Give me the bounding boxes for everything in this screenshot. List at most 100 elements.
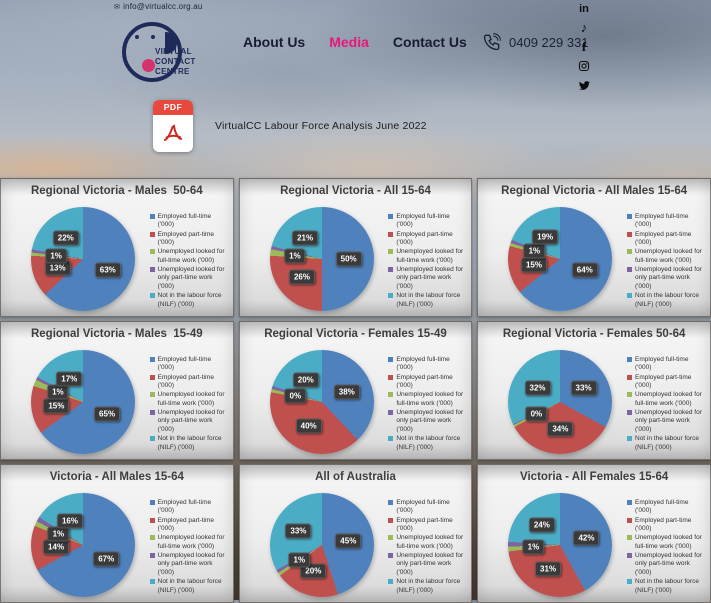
chart-title: All of Australia xyxy=(315,471,396,483)
chart-card: Regional Victoria - All Males 15-64 64% 15… xyxy=(477,178,711,317)
chart-legend: Employed full-time ('000) Employed part-t… xyxy=(388,499,464,595)
facebook-icon[interactable]: f xyxy=(581,38,587,54)
email-link[interactable]: ✉ info@virtualcc.org.au xyxy=(114,2,203,11)
legend-bullet xyxy=(627,517,632,523)
legend-item: Employed full-time ('000) xyxy=(149,356,226,373)
legend-item: Not in the labour force (NILF) ('000) xyxy=(627,292,703,309)
chart-legend: Employed full-time ('000) Employed part-t… xyxy=(388,356,464,452)
legend-item: Not in the labour force (NILF) ('000) xyxy=(388,292,464,309)
legend-label: Unemployed looked for full-time work ('0… xyxy=(157,248,225,264)
legend-bullet xyxy=(627,500,632,505)
phone-link[interactable]: 0409 229 331 xyxy=(482,32,589,52)
legend-bullet xyxy=(388,374,394,380)
legend-bullet xyxy=(388,553,394,559)
legend-item: Unemployed looked for only part-time wor… xyxy=(627,409,703,434)
slice-label: 67% xyxy=(93,551,120,567)
legend-item: Not in the labour force (NILF) ('000) xyxy=(627,435,703,452)
slice-label: 15% xyxy=(520,257,547,273)
chart-legend: Employed full-time ('000) Employed part-t… xyxy=(149,356,226,452)
legend-bullet xyxy=(388,249,394,255)
legend-item: Unemployed looked for full-time work ('0… xyxy=(388,248,464,265)
legend-bullet xyxy=(627,436,632,442)
legend-item: Employed part-time ('000) xyxy=(149,230,226,248)
nav-media[interactable]: Media xyxy=(329,34,369,50)
legend-bullet xyxy=(149,410,155,416)
slice-label: 21% xyxy=(292,230,319,246)
legend-label: Unemployed looked for only part-time wor… xyxy=(157,552,225,576)
chart-title: Regional Victoria - Males 15-49 xyxy=(30,328,203,340)
legend-label: Employed part-time ('000) xyxy=(157,516,215,533)
legend-item: Unemployed looked for full-time work ('0… xyxy=(627,391,703,408)
tiktok-icon[interactable]: ♪ xyxy=(580,20,588,35)
legend-item: Unemployed looked for only part-time wor… xyxy=(627,266,703,291)
slice-label: 42% xyxy=(573,530,600,546)
slice-label: 64% xyxy=(571,262,598,278)
legend-item: Employed part-time ('000) xyxy=(627,374,703,391)
logo[interactable]: VIRTUAL CONTACT CENTRE xyxy=(118,18,228,100)
chart-title: Regional Victoria - Females 50-64 xyxy=(502,328,686,340)
legend-label: Employed part-time ('000) xyxy=(635,373,692,390)
chart-card: Regional Victoria - Females 50-64 33% 34% 0… xyxy=(477,321,711,460)
twitter-icon[interactable] xyxy=(577,78,591,91)
legend-item: Not in the labour force (NILF) ('000) xyxy=(149,435,226,452)
legend-bullet xyxy=(388,579,394,585)
legend-bullet xyxy=(627,374,632,380)
slice-label: 1% xyxy=(522,539,545,555)
legend-bullet xyxy=(149,535,155,541)
nav-contact-us[interactable]: Contact Us xyxy=(392,34,467,50)
legend-item: Employed full-time ('000) xyxy=(388,499,464,516)
legend-label: Employed full-time ('000) xyxy=(635,356,689,372)
legend-label: Employed part-time ('000) xyxy=(635,516,692,533)
legend-item: Unemployed looked for only part-time wor… xyxy=(149,552,226,577)
legend-bullet xyxy=(627,249,632,255)
legend-item: Unemployed looked for only part-time wor… xyxy=(388,266,464,291)
legend-bullet xyxy=(149,392,155,398)
legend-bullet xyxy=(627,553,632,559)
slice-label: 1% xyxy=(288,552,311,568)
instagram-icon[interactable] xyxy=(577,59,591,72)
legend-label: Unemployed looked for only part-time wor… xyxy=(157,409,225,433)
legend-item: Unemployed looked for only part-time wor… xyxy=(149,266,226,291)
legend-label: Unemployed looked for full-time work ('0… xyxy=(635,391,702,407)
legend-bullet xyxy=(149,214,155,219)
slice-label: 26% xyxy=(288,269,315,285)
slice-label: 16% xyxy=(56,513,83,529)
chart-legend: Employed full-time ('000) Employed part-t… xyxy=(149,213,226,309)
legend-label: Unemployed looked for only part-time wor… xyxy=(635,409,702,433)
chart-title: Victoria - All Females 15-64 xyxy=(520,471,669,483)
legend-item: Not in the labour force (NILF) ('000) xyxy=(149,578,226,595)
legend-label: Employed part-time ('000) xyxy=(396,516,453,533)
pdf-download-link[interactable]: PDF VirtualCC Labour Force Analysis June… xyxy=(153,100,427,152)
linkedin-icon[interactable]: in xyxy=(579,2,589,15)
legend-item: Unemployed looked for only part-time wor… xyxy=(627,552,703,577)
slice-label: 19% xyxy=(532,229,559,245)
legend-item: Unemployed looked for only part-time wor… xyxy=(388,552,464,577)
legend-label: Not in the labour force (NILF) ('000) xyxy=(157,435,222,451)
legend-item: Not in the labour force (NILF) ('000) xyxy=(388,435,464,452)
legend-bullet xyxy=(149,357,155,362)
slice-label: 1% xyxy=(47,526,70,542)
logo-wordmark: VIRTUAL CONTACT CENTRE xyxy=(155,47,196,76)
nav-about-us[interactable]: About Us xyxy=(243,34,306,50)
slice-label: 1% xyxy=(284,248,306,264)
email-text: info@virtualcc.org.au xyxy=(123,2,203,11)
legend-label: Employed full-time ('000) xyxy=(396,213,450,229)
legend-bullet xyxy=(627,357,632,362)
legend-bullet xyxy=(149,500,155,505)
slice-label: 1% xyxy=(523,243,546,259)
legend-label: Employed full-time ('000) xyxy=(635,499,689,515)
legend-item: Employed part-time ('000) xyxy=(388,374,464,391)
legend-label: Employed part-time ('000) xyxy=(157,373,215,390)
legend-item: Employed full-time ('000) xyxy=(388,213,464,230)
slice-label: 0% xyxy=(525,406,548,422)
legend-label: Employed part-time ('000) xyxy=(157,230,215,247)
chart-title: Regional Victoria - All Males 15-64 xyxy=(501,185,688,197)
legend-bullet xyxy=(149,231,155,237)
legend-item: Employed part-time ('000) xyxy=(627,517,703,534)
legend-label: Employed part-time ('000) xyxy=(396,230,453,247)
legend-item: Employed full-time ('000) xyxy=(149,499,226,516)
legend-bullet xyxy=(388,500,394,505)
legend-item: Employed part-time ('000) xyxy=(388,517,464,534)
legend-bullet xyxy=(149,293,155,299)
legend-label: Employed full-time ('000) xyxy=(157,356,212,372)
